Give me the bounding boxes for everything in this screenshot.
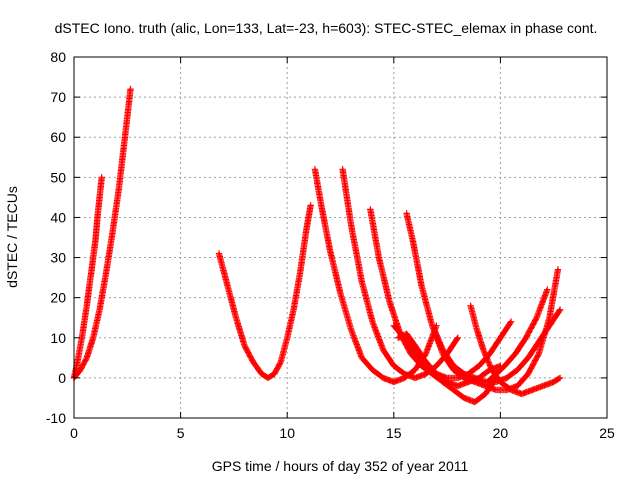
- data-marks: [70, 85, 564, 406]
- series-11: [431, 306, 564, 386]
- y-tick-label: 60: [50, 129, 66, 145]
- x-tick-label: 0: [70, 425, 78, 441]
- series-5-markers: [339, 166, 461, 382]
- x-tick-label: 15: [386, 425, 402, 441]
- x-axis-title: GPS time / hours of day 352 of year 2011: [212, 458, 469, 474]
- series-5: [339, 166, 461, 382]
- y-tick-label: 40: [50, 209, 66, 225]
- plot-frame: [73, 56, 608, 419]
- chart-title: dSTEC Iono. truth (alic, Lon=133, Lat=-2…: [55, 20, 598, 36]
- x-tick-label: 25: [599, 425, 615, 441]
- x-tick-label: 5: [177, 425, 185, 441]
- y-tick-label: 0: [58, 370, 66, 386]
- x-tick-label: 20: [493, 425, 509, 441]
- y-tick-label: 10: [50, 330, 66, 346]
- series-1-markers: [70, 174, 105, 382]
- y-tick-label: -10: [46, 410, 66, 426]
- series-10-markers: [467, 302, 564, 398]
- series-3-markers: [215, 202, 314, 382]
- series-10: [467, 302, 564, 398]
- y-tick-label: 50: [50, 169, 66, 185]
- series-1: [70, 174, 105, 382]
- series-11-markers: [431, 306, 564, 386]
- y-tick-label: 70: [50, 89, 66, 105]
- series-12: [484, 286, 551, 386]
- grid: [74, 57, 607, 418]
- y-tick-label: 80: [50, 49, 66, 65]
- series-12-markers: [484, 286, 551, 386]
- y-tick-label: 20: [50, 290, 66, 306]
- x-tick-label: 10: [279, 425, 295, 441]
- series-3: [215, 202, 314, 382]
- y-axis-title: dSTEC / TECUs: [4, 186, 20, 288]
- y-tick-label: 30: [50, 250, 66, 266]
